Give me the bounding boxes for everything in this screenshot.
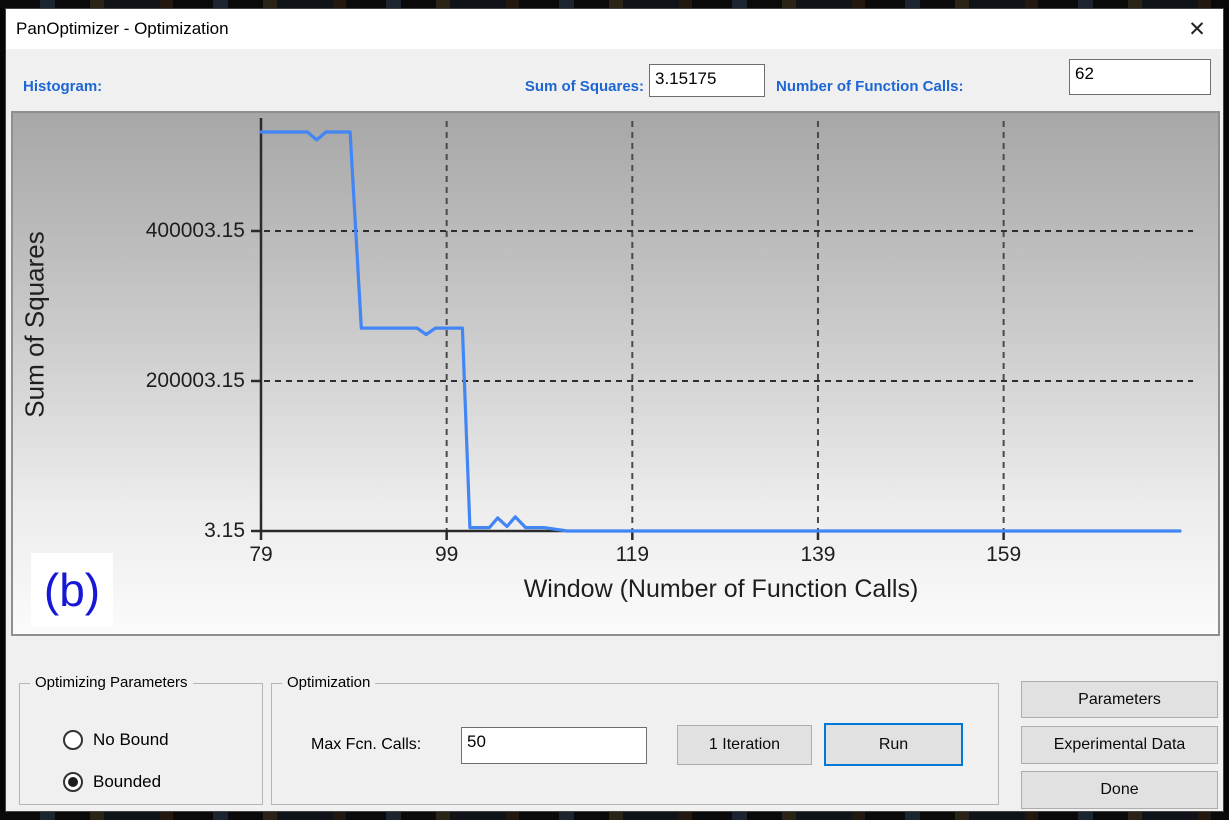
function-calls-field[interactable]: 62 (1069, 59, 1211, 95)
panoptimizer-dialog: PanOptimizer - Optimization ✕ Histogram:… (5, 8, 1224, 812)
optimizing-parameters-title: Optimizing Parameters (30, 674, 193, 691)
one-iteration-button[interactable]: 1 Iteration (677, 725, 812, 765)
optimization-group: Optimization (271, 674, 999, 805)
radio-no-bound-circle[interactable] (63, 730, 83, 750)
window-title: PanOptimizer - Optimization (16, 19, 229, 38)
max-fcn-calls-field[interactable]: 50 (461, 727, 647, 764)
background-strip-bottom (0, 812, 1229, 820)
radio-no-bound[interactable]: No Bound (63, 730, 169, 750)
x-tick-label: 79 (249, 543, 273, 566)
y-tick-label: 200003.15 (145, 369, 245, 392)
y-tick-label: 3.15 (204, 519, 245, 542)
title-bar: PanOptimizer - Optimization ✕ (6, 9, 1223, 49)
max-fcn-calls-label: Max Fcn. Calls: (311, 736, 422, 753)
radio-bounded-label: Bounded (93, 772, 162, 791)
optimization-line-chart (251, 118, 1193, 540)
background-strip-top (0, 0, 1229, 8)
y-axis-title: Sum of Squares (19, 231, 50, 418)
parameters-button[interactable]: Parameters (1021, 681, 1218, 718)
experimental-data-button[interactable]: Experimental Data (1021, 726, 1218, 764)
histogram-chart-panel: 79 99 119 139 159 3.15 200003.15 400003.15 Sum … (11, 111, 1220, 636)
run-button[interactable]: Run (824, 723, 963, 766)
x-tick-label: 139 (800, 543, 836, 566)
radio-bounded-dot (68, 777, 78, 787)
x-tick-label: 119 (615, 543, 650, 566)
y-tick-label: 400003.15 (145, 219, 245, 242)
function-calls-label: Number of Function Calls: (776, 78, 964, 95)
radio-bounded[interactable]: Bounded (63, 772, 161, 792)
x-axis-title: Window (Number of Function Calls) (523, 575, 919, 603)
optimizing-parameters-group: Optimizing Parameters (19, 674, 263, 805)
subfigure-annotation: (b) (31, 553, 113, 627)
x-tick-label: 99 (434, 543, 459, 566)
optimization-title: Optimization (282, 674, 376, 691)
histogram-label: Histogram: (23, 78, 103, 95)
sum-of-squares-label: Sum of Squares: (524, 78, 644, 95)
sum-of-squares-field[interactable]: 3.15175 (649, 64, 765, 97)
radio-no-bound-label: No Bound (93, 730, 169, 749)
close-icon[interactable]: ✕ (1188, 17, 1206, 41)
done-button[interactable]: Done (1021, 771, 1218, 809)
x-tick-label: 159 (986, 543, 1022, 566)
radio-bounded-circle[interactable] (63, 772, 83, 792)
